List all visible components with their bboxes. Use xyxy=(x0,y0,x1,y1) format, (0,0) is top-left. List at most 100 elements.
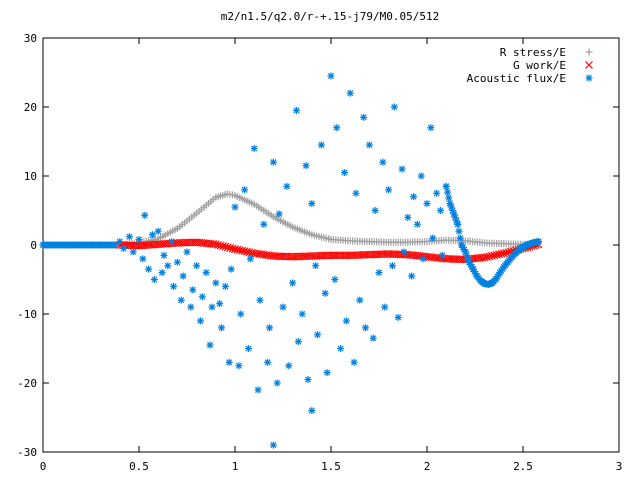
data-point xyxy=(456,234,464,242)
data-point xyxy=(298,310,306,318)
data-point xyxy=(256,296,264,304)
legend-label: R stress/E xyxy=(500,46,566,59)
y-tick-label: 20 xyxy=(24,101,37,114)
data-point xyxy=(455,227,463,235)
data-point xyxy=(495,250,503,259)
data-point xyxy=(283,182,291,190)
data-point xyxy=(360,113,368,121)
data-point xyxy=(436,207,444,214)
data-point xyxy=(350,358,358,366)
data-point xyxy=(129,248,137,256)
data-point xyxy=(266,324,274,332)
data-point xyxy=(317,141,325,149)
data-point xyxy=(212,279,220,287)
data-point xyxy=(356,296,364,304)
data-point xyxy=(443,188,451,196)
data-point xyxy=(398,165,406,173)
data-point xyxy=(269,158,277,166)
data-point xyxy=(139,255,147,263)
data-point xyxy=(170,282,178,290)
data-point xyxy=(419,255,427,263)
x-tick-label: 1 xyxy=(232,460,239,473)
data-point xyxy=(312,262,320,270)
data-point xyxy=(362,324,370,332)
data-point xyxy=(485,252,494,261)
x-axis: 0 0.5 1 1.5 2 2.5 3 xyxy=(40,38,623,473)
data-point xyxy=(410,193,418,201)
data-point xyxy=(208,303,216,311)
data-point xyxy=(177,296,185,304)
data-point xyxy=(179,272,187,280)
data-point xyxy=(154,227,162,235)
data-point xyxy=(238,246,247,255)
x-tick-label: 1.5 xyxy=(321,460,341,473)
data-point xyxy=(245,248,254,257)
data-point xyxy=(327,72,335,80)
data-point xyxy=(438,251,446,259)
series-r-stress-e xyxy=(116,190,542,249)
data-point xyxy=(235,246,244,255)
data-point xyxy=(302,162,310,170)
data-point xyxy=(221,282,229,290)
y-tick-label: -10 xyxy=(17,308,37,321)
data-point xyxy=(225,358,233,366)
data-point xyxy=(193,262,201,270)
data-point xyxy=(158,269,166,277)
data-point xyxy=(454,220,462,228)
data-point xyxy=(371,207,379,214)
legend-label: G work/E xyxy=(513,59,566,72)
data-point xyxy=(365,141,373,149)
data-point xyxy=(244,345,252,352)
data-point xyxy=(379,158,387,166)
x-tick-label: 2.5 xyxy=(513,460,533,473)
data-point xyxy=(337,345,345,352)
data-point xyxy=(120,244,128,252)
data-point xyxy=(279,303,287,311)
data-point xyxy=(145,265,153,273)
chart-title: m2/n1.5/q2.0/r-+.15-j79/M0.05/512 xyxy=(221,10,440,23)
data-point xyxy=(214,240,223,249)
data-point xyxy=(211,240,220,249)
data-point xyxy=(216,241,225,250)
data-point xyxy=(446,200,454,208)
y-tick-label: 0 xyxy=(30,239,37,252)
data-point xyxy=(321,289,329,297)
data-point xyxy=(160,251,168,259)
data-point xyxy=(141,211,149,219)
data-point xyxy=(260,220,268,228)
data-point xyxy=(492,250,501,259)
data-point xyxy=(388,262,396,270)
data-point xyxy=(111,241,119,249)
data-point xyxy=(408,272,416,280)
data-point xyxy=(228,244,237,253)
data-point xyxy=(173,258,181,266)
data-point xyxy=(206,341,214,349)
data-point xyxy=(148,231,156,239)
data-point xyxy=(125,233,133,241)
data-point xyxy=(150,276,158,283)
data-point xyxy=(273,379,281,387)
data-point xyxy=(483,252,491,261)
data-point xyxy=(417,172,425,180)
data-point xyxy=(250,144,258,152)
data-point xyxy=(534,238,542,246)
data-point xyxy=(304,376,312,384)
x-tick-label: 3 xyxy=(616,460,623,473)
y-tick-label: 30 xyxy=(24,32,37,45)
data-point xyxy=(323,369,331,377)
y-tick-label: -20 xyxy=(17,377,37,390)
data-point xyxy=(490,251,499,260)
data-point xyxy=(226,244,235,252)
legend-marker xyxy=(585,48,593,56)
x-tick-label: 2 xyxy=(424,460,431,473)
data-point xyxy=(254,386,262,394)
data-point xyxy=(243,247,251,256)
data-point xyxy=(292,106,300,114)
data-point xyxy=(400,248,408,256)
data-point xyxy=(294,338,302,346)
data-point xyxy=(423,200,431,208)
data-point xyxy=(235,362,243,370)
data-point xyxy=(352,189,360,197)
y-axis: -30 -20 -10 0 10 20 30 xyxy=(17,32,619,459)
